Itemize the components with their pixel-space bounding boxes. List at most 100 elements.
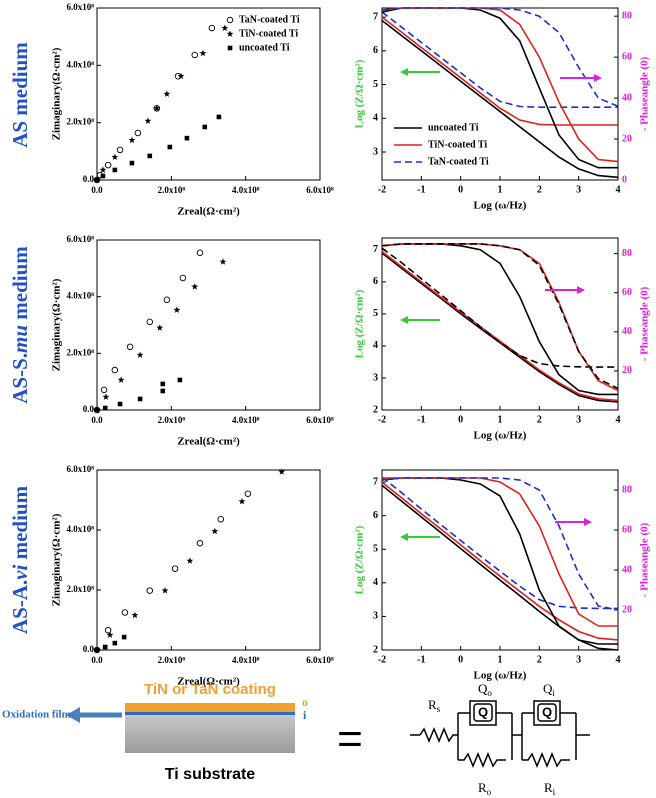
y-axis-label: Log (Z/Ω·cm²) [354,525,366,594]
point [111,153,119,160]
point [196,249,204,256]
circuit-symbol: R [478,780,487,795]
point [216,114,222,120]
x-tick-label: 3 [576,654,581,665]
series [94,377,183,413]
point [134,129,142,137]
y-tick-label: 2 [373,644,378,655]
row-label-part: AS medium [8,42,32,148]
point [104,161,112,169]
legend-label: TaN-coated Ti [239,14,300,25]
circuit-symbol: R [544,780,553,795]
x-axis-label: Log (ω/Hz) [474,670,527,682]
series [94,114,222,183]
y2-tick-label: 20 [622,604,632,615]
line [381,477,619,611]
point [112,167,118,173]
x-tick-label: -2 [378,184,386,195]
y-tick-label: 2.0x10⁸ [67,117,95,127]
point [144,117,152,124]
point [136,351,144,358]
x-tick-label: 2 [537,654,542,665]
arrowhead [400,533,408,541]
point [186,557,194,564]
y2-tick-label: 60 [622,524,632,535]
line [381,247,618,368]
circuit-label: Ri [544,780,556,797]
x-tick-label: 6.0x10⁸ [306,185,334,195]
point [184,135,190,141]
series [94,634,127,653]
plot-frame [381,7,619,181]
row-label-part: AS-A. [8,580,32,634]
point [160,381,166,387]
x-tick-label: 1 [498,414,503,425]
x-tick-label: 0.0 [91,415,103,425]
row-label-part: medium [8,246,32,325]
x-tick-label: 3 [576,414,581,425]
x-tick-label: -1 [417,184,425,195]
x-tick-label: 6.0x10⁸ [306,655,334,665]
series [93,468,286,653]
y-tick-label: 6.0x10⁸ [67,464,95,474]
x-tick-label: 1 [498,184,503,195]
point [221,24,229,31]
x-tick-label: 4 [616,184,621,195]
point [104,626,112,634]
x-tick-label: -1 [417,414,425,425]
x-tick-label: -2 [378,654,386,665]
plot-frame [96,7,321,181]
coating-layer [125,703,295,712]
q-box-label: Q [478,704,488,719]
x-tick-label: -1 [417,654,425,665]
series [93,258,227,413]
x-tick-label: 6.0x10⁸ [306,415,334,425]
point [167,144,173,150]
y-tick-label: 0.0 [83,174,95,184]
line [381,250,619,402]
point [244,490,252,497]
y2-tick-label: 20 [622,365,632,376]
point [211,527,219,535]
y-tick-label: 6 [373,276,378,287]
y-axis-label: Zimaginary(Ω·cm²) [51,513,63,606]
point [208,24,216,32]
y-tick-label: 4 [373,113,378,124]
x-tick-label: 4 [616,414,621,425]
x-axis-label: Zreal(Ω·cm²) [177,206,240,218]
y2-tick-label: 40 [622,564,632,575]
point [121,634,127,640]
point [191,51,198,59]
point [121,609,129,616]
oxidation-label: Oxidation film [2,709,71,721]
y-tick-label: 3 [373,611,378,622]
point [226,30,234,37]
point [278,468,286,475]
point [226,16,234,24]
point [94,647,100,653]
line [381,7,619,108]
arrowhead [400,68,408,76]
point [131,611,139,619]
point [171,565,179,572]
line [381,16,618,126]
line [382,477,618,627]
line [381,243,619,390]
line [381,7,619,163]
x-tick-label: 0 [458,184,463,195]
substrate-label: Ti substrate [165,766,256,783]
y-tick-label: 5 [373,308,378,319]
point [94,177,100,183]
inner-label: i [303,708,307,722]
y2-tick-label: 80 [622,10,632,21]
y-tick-label: 6.0x10⁸ [67,234,95,244]
y2-axis-label: - Phaseangle (0) [639,522,651,597]
legend-label: uncoated Ti [239,42,290,53]
y-tick-label: 6 [373,45,378,56]
x-axis-label: Log (ω/Hz) [474,430,527,442]
circuit-subscript: o [487,787,492,797]
outer-label: o [302,695,308,709]
point [100,386,108,394]
